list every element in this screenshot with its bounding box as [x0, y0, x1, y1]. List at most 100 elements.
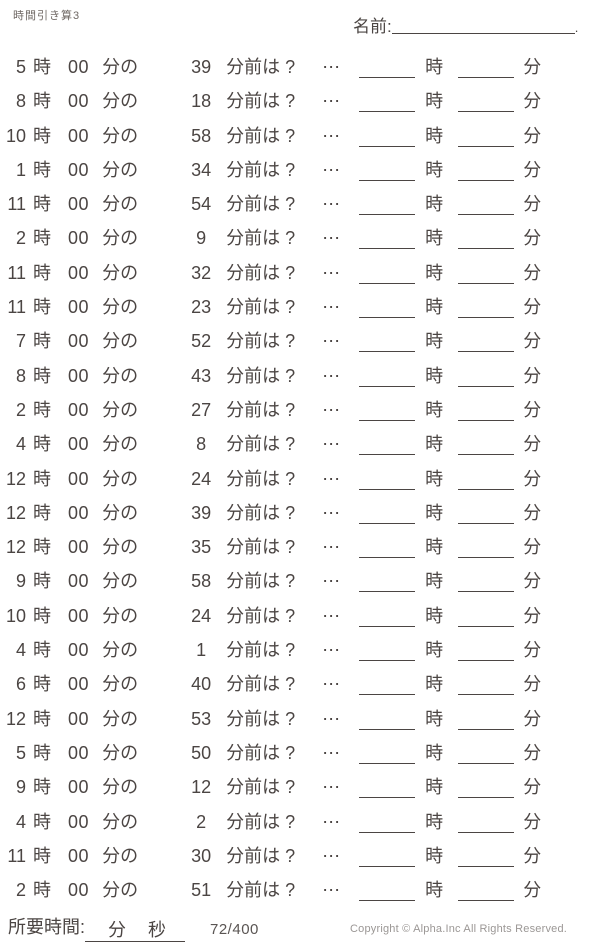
question-minutes-before-value: 34: [191, 159, 212, 180]
answer-hour-blank[interactable]: [359, 717, 416, 730]
answer-minute-blank[interactable]: [458, 339, 515, 353]
answer-minute-blank[interactable]: [458, 305, 515, 319]
answer-hour-blank[interactable]: [359, 408, 416, 421]
ellipsis-dots: ⋯: [322, 57, 341, 77]
problem-row: 9 時 00 分の 12 分前は ? ⋯ 時 分: [0, 770, 600, 804]
answer-hour-blank[interactable]: [359, 236, 416, 250]
question-zero-minutes: 00: [68, 571, 90, 592]
answer-hour-blank[interactable]: [359, 339, 416, 353]
answer-minute-blank[interactable]: [458, 579, 515, 593]
problems-list: 5 時 00 分の 39 分前は ? ⋯ 時 分 8 時 00 分の 18 分前…: [0, 50, 600, 907]
answer-minute-blank[interactable]: [458, 648, 515, 662]
answer-minute-unit-label: 分: [523, 571, 542, 592]
ellipsis-dots: ⋯: [322, 674, 341, 695]
problem-row: 12 時 00 分の 39 分前は ? ⋯ 時 分: [0, 496, 600, 530]
answer-hour-blank[interactable]: [359, 477, 416, 490]
ellipsis-dots: ⋯: [322, 605, 341, 626]
answer-hour-unit-label: 時: [425, 365, 444, 386]
answer-minute-unit-label: 分: [523, 57, 542, 77]
answer-hour-blank[interactable]: [359, 579, 416, 593]
question-minutes-of-label: 分の: [102, 331, 139, 352]
question-zero-minutes: 00: [68, 502, 90, 523]
answer-minute-blank[interactable]: [458, 717, 515, 730]
question-hour-value: 5: [15, 742, 26, 763]
problem-row: 12 時 00 分の 53 分前は ? ⋯ 時 分: [0, 702, 600, 736]
answer-minute-blank[interactable]: [458, 682, 515, 696]
question-hour-unit-label: 時: [33, 331, 52, 352]
question-minutes-of-label: 分の: [102, 194, 139, 215]
answer-hour-blank[interactable]: [359, 648, 416, 662]
ellipsis-dots: ⋯: [322, 571, 341, 592]
question-hour-value: 1: [15, 159, 26, 180]
answer-hour-blank[interactable]: [359, 888, 416, 902]
name-input-line[interactable]: [391, 19, 575, 34]
question-before-suffix-label: 分前は ?: [226, 468, 296, 489]
answer-hour-unit-label: 時: [425, 537, 444, 558]
answer-hour-blank[interactable]: [359, 545, 416, 559]
page-title: 時間引き算3: [13, 10, 81, 22]
question-before-suffix-label: 分前は ?: [226, 159, 296, 180]
question-hour-value: 11: [7, 297, 26, 318]
question-minutes-before-value: 51: [191, 880, 212, 901]
answer-hour-blank[interactable]: [359, 511, 416, 524]
answer-minute-blank[interactable]: [458, 168, 515, 181]
answer-hour-blank[interactable]: [359, 134, 416, 147]
answer-minute-blank[interactable]: [458, 854, 515, 867]
answer-minute-blank[interactable]: [458, 888, 515, 902]
answer-hour-blank[interactable]: [359, 99, 416, 113]
answer-hour-blank[interactable]: [359, 202, 416, 216]
question-hour-value: 4: [15, 640, 26, 661]
answer-minute-blank[interactable]: [458, 511, 515, 524]
question-zero-minutes: 00: [68, 57, 90, 77]
elapsed-time-input-line[interactable]: 分秒: [85, 919, 186, 942]
answer-hour-blank[interactable]: [359, 305, 416, 319]
answer-hour-blank[interactable]: [359, 820, 416, 833]
question-minutes-before-value: 8: [196, 434, 207, 455]
answer-hour-blank[interactable]: [359, 374, 416, 387]
answer-hour-blank[interactable]: [359, 65, 416, 78]
problem-row: 2 時 00 分の 51 分前は ? ⋯ 時 分: [0, 873, 600, 907]
question-minutes-of-label: 分の: [102, 57, 139, 77]
answer-hour-blank[interactable]: [359, 785, 416, 799]
question-hour-unit-label: 時: [33, 262, 52, 283]
answer-hour-blank[interactable]: [359, 168, 416, 181]
answer-minute-blank[interactable]: [458, 99, 515, 113]
answer-minute-blank[interactable]: [458, 751, 515, 764]
answer-minute-blank[interactable]: [458, 65, 515, 78]
answer-minute-blank[interactable]: [458, 408, 515, 421]
name-line-end-dot: .: [574, 20, 579, 35]
question-minutes-of-label: 分の: [102, 159, 139, 180]
question-hour-unit-label: 時: [33, 194, 52, 215]
question-hour-unit-label: 時: [33, 297, 52, 318]
question-before-suffix-label: 分前は ?: [226, 537, 296, 558]
question-before-suffix-label: 分前は ?: [226, 640, 296, 661]
answer-minute-blank[interactable]: [458, 236, 515, 250]
answer-minute-blank[interactable]: [458, 134, 515, 147]
answer-hour-blank[interactable]: [359, 442, 416, 456]
question-hour-unit-label: 時: [33, 502, 52, 523]
ellipsis-dots: ⋯: [322, 811, 341, 832]
answer-hour-blank[interactable]: [359, 614, 416, 627]
answer-minute-blank[interactable]: [458, 374, 515, 387]
answer-minute-blank[interactable]: [458, 477, 515, 490]
answer-minute-blank[interactable]: [458, 545, 515, 559]
answer-minute-blank[interactable]: [458, 202, 515, 216]
answer-hour-blank[interactable]: [359, 854, 416, 867]
answer-minute-blank[interactable]: [458, 614, 515, 627]
answer-minute-unit-label: 分: [523, 194, 542, 215]
question-before-suffix-label: 分前は ?: [226, 297, 296, 318]
answer-hour-blank[interactable]: [359, 271, 416, 284]
question-hour-unit-label: 時: [33, 91, 52, 112]
answer-hour-blank[interactable]: [359, 682, 416, 696]
ellipsis-dots: ⋯: [322, 365, 341, 386]
answer-minute-blank[interactable]: [458, 271, 515, 284]
question-minutes-before-value: 24: [191, 605, 212, 626]
answer-minute-blank[interactable]: [458, 820, 515, 833]
question-hour-unit-label: 時: [33, 811, 52, 832]
ellipsis-dots: ⋯: [322, 468, 341, 489]
answer-hour-blank[interactable]: [359, 751, 416, 764]
answer-minute-blank[interactable]: [458, 442, 515, 456]
answer-minute-blank[interactable]: [458, 785, 515, 799]
question-minutes-before-value: 50: [191, 742, 212, 763]
question-hour-unit-label: 時: [33, 640, 52, 661]
